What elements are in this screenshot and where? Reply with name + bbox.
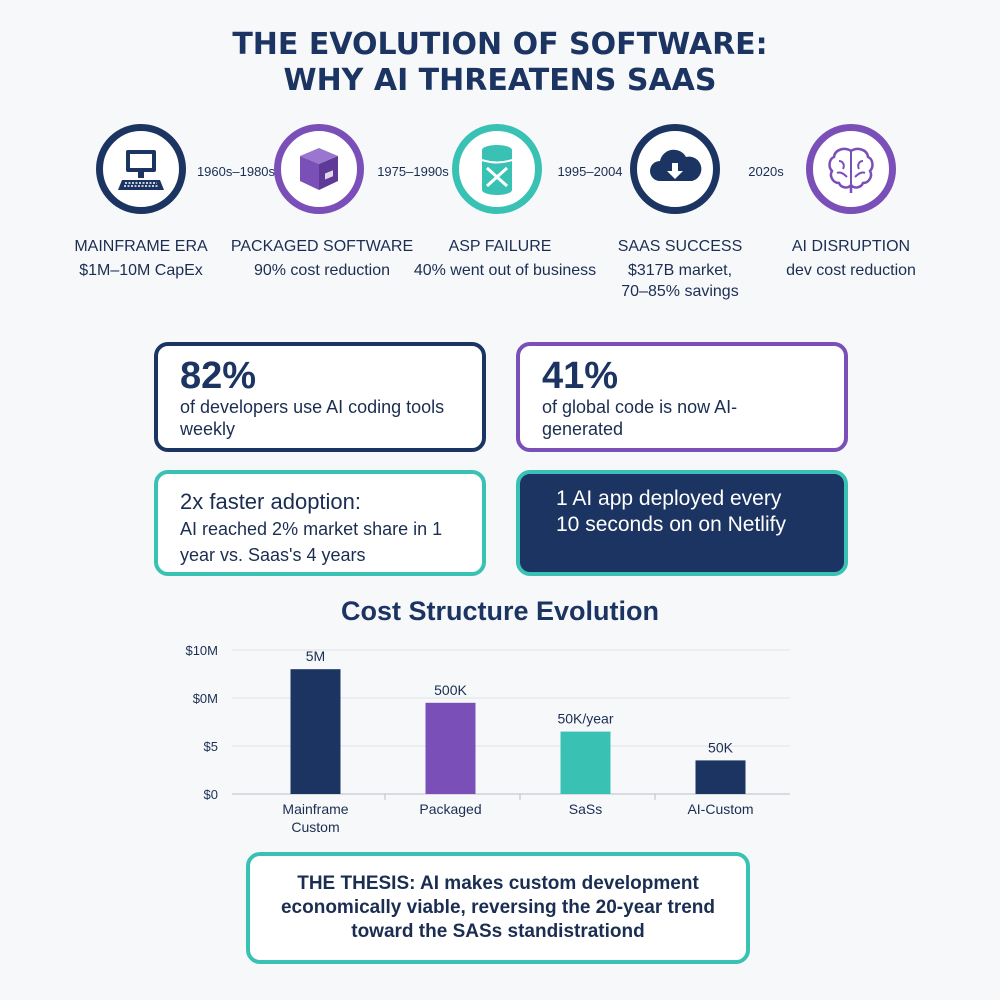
stat-description: of global code is now AI-generated xyxy=(542,397,738,439)
y-tick-label: $0M xyxy=(193,691,218,706)
chart-title: Cost Structure Evolution xyxy=(340,596,659,626)
computer-terminal-icon xyxy=(118,150,164,190)
stat-card-adoption: 2x faster adoption: AI reached 2% market… xyxy=(154,470,486,576)
stat-description: of developers use AI coding tools weekly xyxy=(180,397,445,439)
era-packaged-circle xyxy=(274,124,364,214)
stat-card-netlify: 1 AI app deployed every 10 seconds on on… xyxy=(516,470,848,576)
bar xyxy=(425,702,476,794)
brain-icon xyxy=(828,147,874,193)
era-sub-mainframe: $1M–10M CapEx xyxy=(79,262,203,279)
stat-value: 82% xyxy=(180,355,257,397)
x-tick-label: Packaged xyxy=(419,801,481,817)
x-tick-label: Custom xyxy=(291,819,339,835)
era-name-packaged: PACKAGED SOFTWARE xyxy=(230,238,414,255)
date-label-4: 2020s xyxy=(748,164,784,179)
era-asp-circle xyxy=(452,124,542,214)
bar-data-label: 50K xyxy=(708,739,734,755)
bar-data-label: 5M xyxy=(306,648,325,664)
x-tick-label: SaSs xyxy=(569,801,602,817)
bar xyxy=(560,731,611,794)
stat-heading: 2x faster adoption: xyxy=(180,489,362,514)
bar xyxy=(290,669,341,794)
date-label-1: 1960s–1980s xyxy=(196,164,276,179)
cloud-download-icon xyxy=(650,149,702,181)
era-sub-asp: 40% went out of business xyxy=(413,262,597,279)
y-tick-label: $0 xyxy=(204,787,218,802)
date-label-2: 1975–1990s xyxy=(377,164,449,179)
server-stack-icon xyxy=(481,145,513,195)
bar-data-label: 50K/year xyxy=(557,711,613,727)
era-sub-saas: $317B market, 70–85% savings xyxy=(621,262,739,300)
thesis-box: THE THESIS: AI makes custom development … xyxy=(246,852,750,964)
y-tick-label: $10M xyxy=(185,643,218,658)
page-title-line-2: WHY AI THREATENS SAAS xyxy=(283,63,717,98)
era-name-saas: SAAS SUCCESS xyxy=(617,238,743,255)
x-tick-label: Mainframe xyxy=(282,801,348,817)
era-name-asp: ASP FAILURE xyxy=(448,238,552,255)
page-title-line-1: THE EVOLUTION OF SOFTWARE: xyxy=(232,27,768,62)
era-mainframe-circle xyxy=(96,124,186,214)
y-tick-label: $5 xyxy=(204,739,218,754)
era-name-mainframe: MAINFRAME ERA xyxy=(74,238,208,255)
x-tick-label: AI-Custom xyxy=(687,801,753,817)
era-saas-circle xyxy=(630,124,720,214)
bar xyxy=(695,760,746,794)
thesis-text: THE THESIS: AI makes custom development … xyxy=(280,873,716,942)
software-box-icon xyxy=(300,148,338,190)
stat-description: 1 AI app deployed every 10 seconds on on… xyxy=(556,487,786,536)
era-name-ai: AI DISRUPTION xyxy=(791,238,911,255)
era-ai-circle xyxy=(806,124,896,214)
stat-card-ai-code: 41% of global code is now AI-generated xyxy=(516,342,848,452)
stat-description: AI reached 2% market share in 1 year vs.… xyxy=(180,519,443,565)
stat-card-developers: 82% of developers use AI coding tools we… xyxy=(154,342,486,452)
era-sub-packaged: 90% cost reduction xyxy=(253,262,391,279)
bar-data-label: 500K xyxy=(434,682,467,698)
date-label-3: 1995–2004 xyxy=(557,164,623,179)
cost-bar-chart: $0 $5 $0M $10M 5M Mainframe Custom 500K Packaged… xyxy=(185,643,790,835)
era-sub-ai: dev cost reduction xyxy=(786,262,916,279)
stat-value: 41% xyxy=(542,355,619,397)
